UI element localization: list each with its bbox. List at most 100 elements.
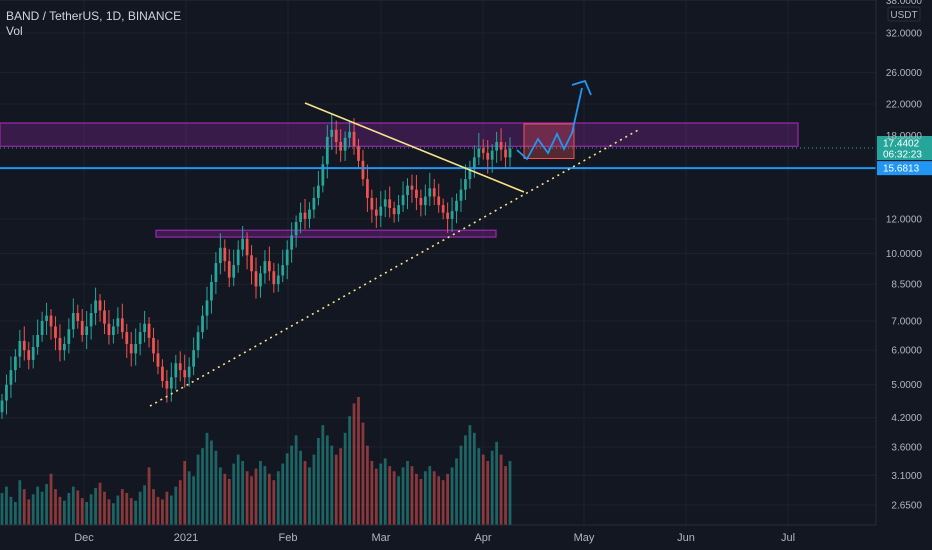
volume-bar xyxy=(299,450,302,525)
volume-bar xyxy=(71,486,75,525)
volume-bar xyxy=(129,498,133,525)
volume-bar xyxy=(374,468,378,525)
volume-bar xyxy=(276,471,280,525)
candle-body xyxy=(54,326,57,338)
volume-bar xyxy=(205,432,209,525)
countdown-text: 06:32:23 xyxy=(883,149,922,160)
candle-body xyxy=(80,320,84,336)
candle-body xyxy=(147,323,151,338)
candle-body xyxy=(22,340,26,351)
time-axis[interactable]: Dec 2021 Feb Mar Apr May Jun Jul xyxy=(0,524,876,550)
volume-bar xyxy=(281,463,285,525)
volume-bar xyxy=(18,480,22,525)
time-tick-label: Dec xyxy=(74,532,94,544)
volume-bar xyxy=(419,478,423,525)
volume-bar xyxy=(27,499,31,525)
candle-body xyxy=(459,189,463,201)
time-tick-label: Feb xyxy=(279,532,298,544)
price-axis-bg xyxy=(876,0,932,525)
candle-body xyxy=(397,205,400,215)
volume-bar xyxy=(423,471,427,525)
candle-body xyxy=(330,129,334,137)
candle-body xyxy=(276,275,280,285)
unit-box xyxy=(887,6,921,22)
price-tick-label: 38.0000 xyxy=(886,0,923,7)
time-tick-label: 2021 xyxy=(174,532,198,544)
price-tick-label: 22.0000 xyxy=(886,99,923,110)
volume-bar xyxy=(9,496,13,525)
volume-bar xyxy=(223,473,227,525)
volume-bar xyxy=(89,494,93,525)
candle-body xyxy=(210,281,213,301)
volume-bar xyxy=(76,490,80,525)
candle-body xyxy=(236,249,240,266)
volume-bar xyxy=(112,503,115,525)
level-text: 15.6813 xyxy=(883,164,920,175)
candle-body xyxy=(419,197,423,206)
volume-bar xyxy=(437,476,441,525)
candle-body xyxy=(317,185,320,198)
volume-bar xyxy=(267,473,271,525)
price-tick-label: 12.0000 xyxy=(886,214,923,225)
volume-bar xyxy=(147,467,151,525)
candle-body xyxy=(468,169,472,180)
candle-body xyxy=(361,160,365,180)
candle-body xyxy=(103,310,106,324)
volume-bar xyxy=(54,489,57,525)
volume-bar xyxy=(334,454,338,525)
price-tick-label: 2.6500 xyxy=(891,501,922,512)
volume-bar xyxy=(169,495,173,525)
volume-label: Vol xyxy=(6,24,23,38)
candle-body xyxy=(415,189,418,198)
candle-body xyxy=(481,148,485,153)
volume-bar xyxy=(58,496,62,525)
projection-arrowhead xyxy=(571,79,592,96)
volume-bar xyxy=(85,501,89,525)
price-tick-label: 3.6000 xyxy=(891,442,922,453)
volume-bar xyxy=(183,461,187,525)
price-axis[interactable]: 38.0000 32.0000 26.0000 22.0000 12.0000 10.00… xyxy=(875,0,932,525)
volume-bar xyxy=(103,491,106,525)
time-tick-label: May xyxy=(574,532,595,544)
volume-bar xyxy=(321,425,325,525)
descending-trendline xyxy=(304,102,525,193)
volume-bar xyxy=(5,486,8,525)
candle-body xyxy=(285,249,289,266)
volume-bar xyxy=(227,478,231,525)
candle-body xyxy=(201,315,204,333)
volume-bar xyxy=(22,489,26,525)
volume-bar xyxy=(245,471,249,525)
volume-bars xyxy=(0,397,512,525)
volume-bar xyxy=(361,422,365,525)
candle-body xyxy=(94,300,97,314)
last-price-text: 17.4402 xyxy=(883,138,920,149)
volume-bar xyxy=(67,493,71,525)
candle-body xyxy=(178,363,182,371)
last-price-badge xyxy=(877,135,932,160)
candle-body xyxy=(125,332,129,344)
volume-bar xyxy=(477,448,481,525)
candle-body xyxy=(58,337,62,351)
volume-bar xyxy=(366,445,369,525)
price-tick-label: 7.0000 xyxy=(891,316,922,327)
candle-body xyxy=(357,146,360,161)
volume-bar xyxy=(192,476,195,525)
volume-bar xyxy=(13,501,17,525)
candle-body xyxy=(165,380,169,389)
volume-bar xyxy=(218,467,222,525)
volume-bar xyxy=(138,491,142,525)
candle-body xyxy=(45,315,48,321)
volume-bar xyxy=(348,416,351,525)
price-tick-label: 4.2000 xyxy=(891,413,922,424)
candle-body xyxy=(294,222,298,236)
volume-bar xyxy=(446,473,449,525)
level-badge xyxy=(877,161,932,176)
candle-body xyxy=(85,326,89,336)
volume-bar xyxy=(490,450,494,525)
candle-body xyxy=(321,164,325,186)
candle-body xyxy=(9,370,13,385)
volume-bar xyxy=(499,454,503,525)
volume-bar xyxy=(272,480,276,525)
candle-body xyxy=(161,366,164,381)
